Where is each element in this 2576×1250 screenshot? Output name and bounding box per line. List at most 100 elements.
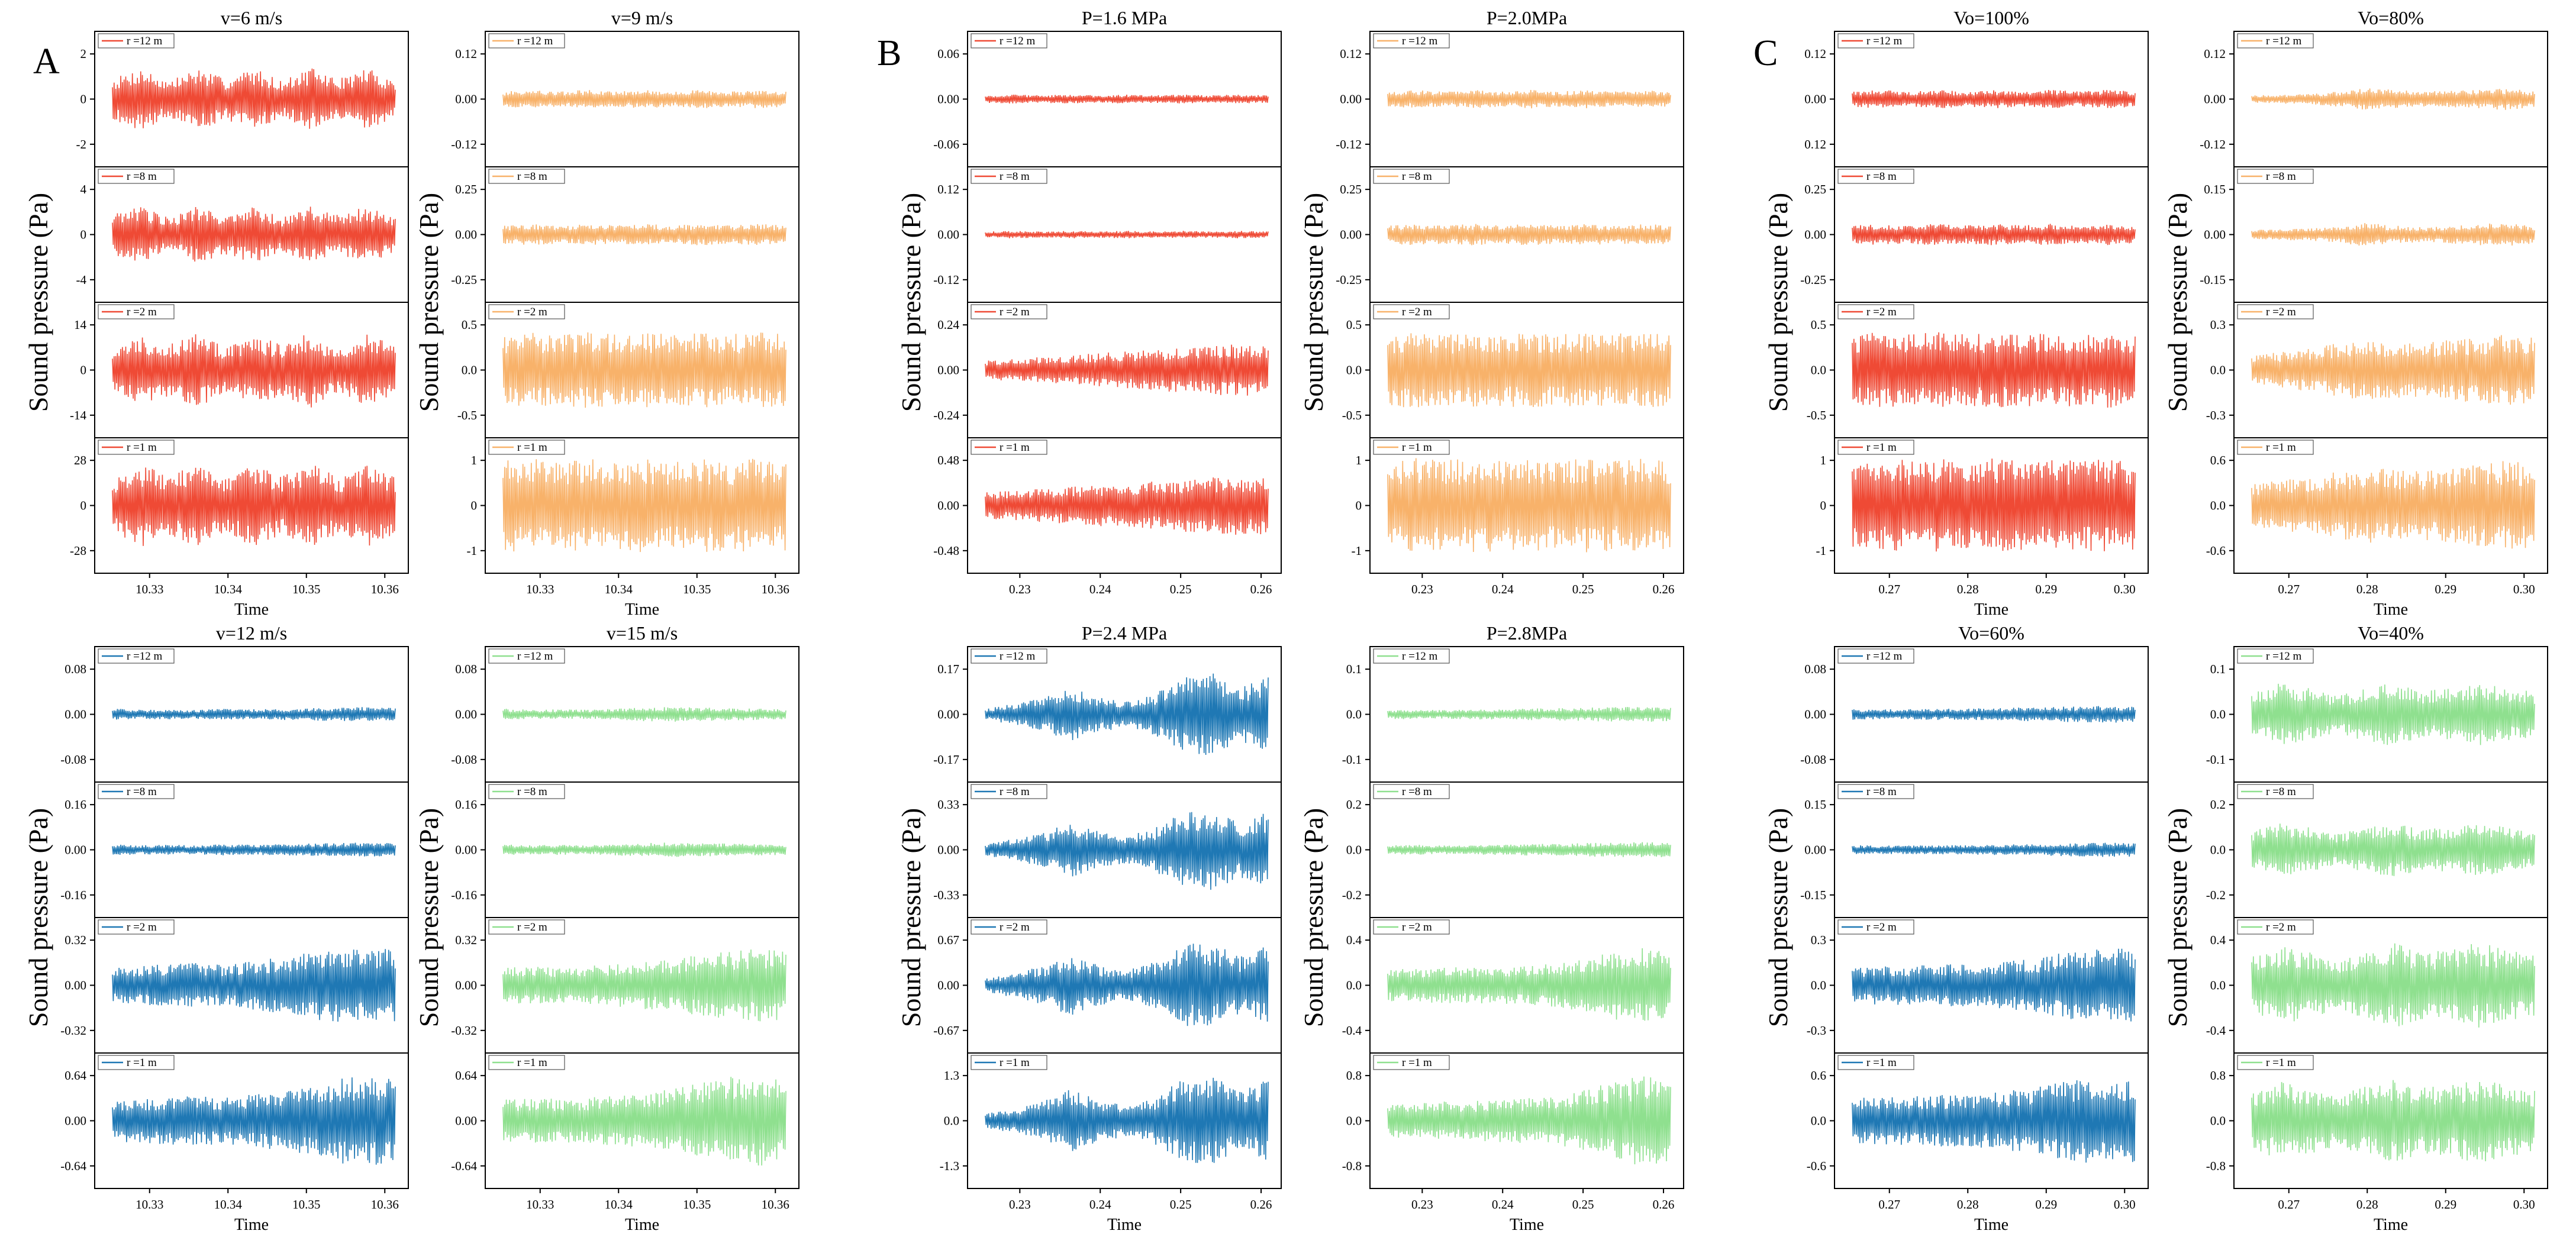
legend-label: r =12 m (127, 35, 163, 47)
waveform-line (502, 224, 786, 246)
y-tick-label: 0.5 (1811, 318, 1826, 332)
y-tick-label: 0.00 (455, 1114, 477, 1128)
x-axis-label: Time (625, 1216, 659, 1234)
legend-label: r =1 m (1000, 441, 1030, 454)
y-tick-label: 0.2 (2210, 797, 2226, 812)
y-tick-label: 0.00 (1340, 228, 1362, 242)
legend-box (488, 648, 565, 664)
y-tick-label: 0.00 (65, 843, 86, 857)
x-axis-label: Time (1974, 600, 2008, 619)
y-tick-label: -0.16 (60, 888, 86, 902)
y-tick-label: -0.5 (1342, 408, 1362, 422)
x-axis-label: Time (2374, 1216, 2408, 1234)
x-tick-label: 0.25 (1572, 582, 1594, 596)
y-tick-label: 0.00 (455, 228, 477, 242)
chart-title: Vo=100% (1953, 7, 2029, 28)
y-tick-label: 0.08 (1804, 662, 1826, 676)
y-axis-label: Sound pressure (Pa) (414, 808, 444, 1028)
chart-title: Vo=80% (2358, 7, 2424, 28)
y-tick-label: 0.00 (455, 92, 477, 106)
y-tick-label: 2 (80, 47, 87, 61)
legend-label: r =1 m (127, 1057, 157, 1069)
legend-label: r =8 m (517, 786, 547, 798)
legend-label: r =1 m (1866, 1057, 1897, 1069)
y-tick-label: 0.00 (937, 978, 959, 993)
y-tick-label: -0.6 (2206, 544, 2226, 558)
y-tick-label: 0.32 (65, 933, 86, 947)
subplot-2: 0.15 0.00 -0.15 r =8 m (2200, 166, 2548, 303)
subplot-1: 0.1 0.0 -0.1 r =12 m (2206, 646, 2548, 783)
x-axis-label: Time (234, 1216, 269, 1234)
x-tick-label: 10.34 (605, 1197, 633, 1212)
chart-11: Vo=60% Sound pressure (Pa) 0.08 0.00 -0.08 r … (1763, 622, 2149, 1234)
legend-label: r =1 m (1000, 1057, 1030, 1069)
legend-label: r =2 m (517, 306, 547, 318)
x-tick-label: 10.34 (214, 1197, 243, 1212)
y-tick-label: 0.00 (1804, 228, 1826, 242)
legend-label: r =8 m (1866, 170, 1897, 183)
x-axis-label: Time (1510, 1216, 1544, 1234)
y-tick-label: 0.25 (455, 182, 477, 196)
y-tick-label: -0.67 (933, 1023, 959, 1038)
subplot-1: 0.12 0.00 -0.12 r =12 m (2200, 31, 2548, 167)
y-tick-label: -4 (76, 273, 87, 287)
waveform-line (985, 944, 1269, 1026)
legend-label: r =8 m (1866, 786, 1897, 798)
y-tick-label: 0.17 (937, 662, 959, 676)
y-tick-label: 0.4 (2210, 933, 2226, 947)
subplot-4: 0.48 0.00 -0.48 r =1 m (933, 437, 1282, 574)
y-tick-label: 0.5 (462, 318, 477, 332)
y-axis-label: Sound pressure (Pa) (1298, 193, 1329, 412)
y-tick-label: 0.08 (65, 662, 86, 676)
x-tick-label: 0.30 (2114, 1197, 2136, 1212)
y-tick-label: -0.25 (451, 273, 477, 287)
y-tick-label: -0.33 (933, 888, 959, 902)
group-label-b: B (877, 33, 901, 73)
chart-title: Vo=60% (1958, 622, 2024, 644)
x-axis-label: Time (234, 600, 269, 619)
legend-label: r =12 m (517, 650, 553, 663)
waveform-line (1852, 948, 2136, 1022)
legend-label: r =1 m (517, 441, 547, 454)
waveform-line (2251, 88, 2535, 110)
x-tick-label: 0.28 (2356, 582, 2378, 596)
x-tick-label: 10.36 (762, 1197, 789, 1212)
subplot-4: 0.8 0.0 -0.8 r =1 m (1342, 1052, 1684, 1189)
y-tick-label: -0.48 (933, 544, 959, 558)
y-tick-label: -0.3 (1807, 1023, 1826, 1038)
x-tick-label: 0.24 (1492, 582, 1514, 596)
y-axis-label: Sound pressure (Pa) (414, 193, 444, 412)
legend-label: r =2 m (1000, 306, 1030, 318)
y-axis-label: Sound pressure (Pa) (23, 808, 53, 1028)
y-tick-label: 0.0 (1346, 1114, 1362, 1128)
y-tick-label: -0.15 (2200, 273, 2226, 287)
chart-title: P=1.6 MPa (1082, 7, 1167, 28)
y-tick-label: 0.12 (2204, 47, 2226, 61)
y-tick-label: 0.64 (65, 1068, 86, 1083)
x-axis-label: Time (1107, 1216, 1142, 1234)
legend-label: r =8 m (1402, 786, 1432, 798)
y-tick-label: 0.32 (455, 933, 477, 947)
subplot-3: 0.67 0.00 -0.67 r =2 m (933, 917, 1282, 1054)
subplot-4: 1 0 -1 r =1 m (1352, 437, 1684, 574)
y-tick-label: 0.0 (1346, 708, 1362, 722)
y-tick-label: 1 (471, 453, 478, 467)
y-tick-label: -0.8 (1342, 1159, 1362, 1173)
y-tick-label: -0.08 (60, 752, 86, 767)
y-tick-label: -0.3 (2206, 408, 2226, 422)
waveform-line (502, 949, 786, 1022)
subplot-3: 0.4 0.0 -0.4 r =2 m (1342, 917, 1684, 1054)
y-tick-label: 0.1 (1346, 662, 1362, 676)
subplot-4: 1 0 -1 r =1 m (1816, 437, 2149, 574)
legend-label: r =1 m (2266, 1057, 2296, 1069)
y-tick-label: 0.24 (937, 318, 959, 332)
y-tick-label: -0.4 (1342, 1023, 1362, 1038)
y-tick-label: -0.64 (60, 1159, 86, 1173)
x-tick-label: 0.24 (1492, 1197, 1514, 1212)
subplot-3: 0.5 0.0 -0.5 r =2 m (1342, 302, 1684, 438)
subplot-2: 0.15 0.00 -0.15 r =8 m (1800, 781, 2149, 918)
x-tick-label: 10.33 (526, 1197, 554, 1212)
y-tick-label: 0.6 (1811, 1068, 1826, 1083)
y-tick-label: 0.16 (455, 797, 477, 812)
